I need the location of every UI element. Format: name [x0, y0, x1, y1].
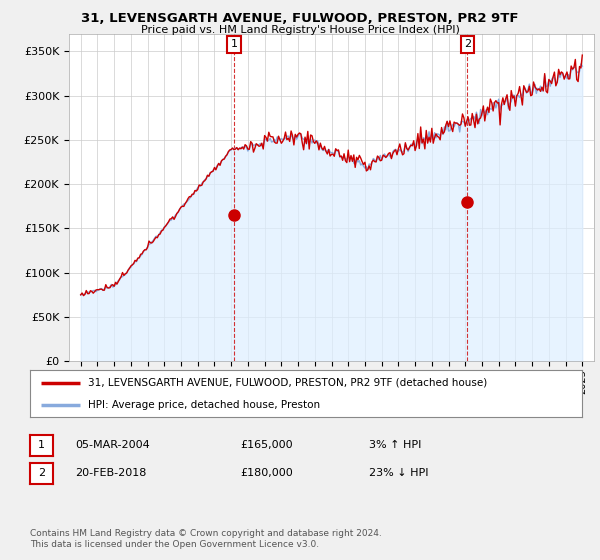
Text: Price paid vs. HM Land Registry's House Price Index (HPI): Price paid vs. HM Land Registry's House … — [140, 25, 460, 35]
Text: 23% ↓ HPI: 23% ↓ HPI — [369, 468, 428, 478]
Text: £180,000: £180,000 — [240, 468, 293, 478]
Text: 2: 2 — [38, 468, 45, 478]
Text: Contains HM Land Registry data © Crown copyright and database right 2024.
This d: Contains HM Land Registry data © Crown c… — [30, 529, 382, 549]
Text: HPI: Average price, detached house, Preston: HPI: Average price, detached house, Pres… — [88, 400, 320, 410]
Text: 2: 2 — [464, 39, 471, 49]
Text: 31, LEVENSGARTH AVENUE, FULWOOD, PRESTON, PR2 9TF (detached house): 31, LEVENSGARTH AVENUE, FULWOOD, PRESTON… — [88, 378, 487, 388]
Text: 31, LEVENSGARTH AVENUE, FULWOOD, PRESTON, PR2 9TF: 31, LEVENSGARTH AVENUE, FULWOOD, PRESTON… — [81, 12, 519, 25]
Text: 1: 1 — [38, 440, 45, 450]
Text: 20-FEB-2018: 20-FEB-2018 — [75, 468, 146, 478]
Text: £165,000: £165,000 — [240, 440, 293, 450]
Text: 05-MAR-2004: 05-MAR-2004 — [75, 440, 150, 450]
Text: 1: 1 — [230, 39, 238, 49]
Text: 3% ↑ HPI: 3% ↑ HPI — [369, 440, 421, 450]
